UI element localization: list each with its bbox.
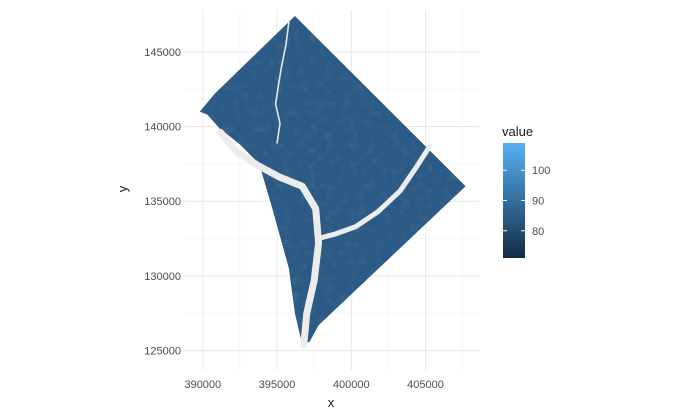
x-tick-label: 405000 [407, 379, 444, 391]
y-tick-labels: 125000 130000 135000 140000 145000 [144, 47, 181, 358]
raster-region [199, 16, 466, 349]
x-axis-title: x [328, 395, 335, 410]
river-east-branch [316, 143, 433, 241]
legend-ticks: 80 90 100 [503, 165, 550, 238]
x-tick-labels: 390000 395000 400000 405000 [184, 379, 443, 391]
y-tick-label: 140000 [144, 122, 181, 134]
creek-rock [274, 21, 290, 144]
legend: value 80 90 100 [502, 124, 550, 258]
legend-title: value [502, 124, 533, 139]
region-texture [199, 16, 466, 345]
river-main [217, 129, 323, 349]
x-tick-label: 400000 [333, 379, 370, 391]
legend-tick-label: 80 [532, 226, 544, 238]
y-tick-label: 125000 [144, 346, 181, 358]
y-tick-label: 145000 [144, 47, 181, 59]
legend-tick-label: 100 [532, 165, 550, 177]
y-tick-label: 130000 [144, 271, 181, 283]
x-tick-label: 390000 [184, 379, 221, 391]
y-axis-title: y [115, 185, 130, 192]
legend-colorbar [503, 143, 525, 258]
legend-tick-label: 90 [532, 196, 544, 208]
y-tick-label: 135000 [144, 196, 181, 208]
x-tick-label: 395000 [259, 379, 296, 391]
